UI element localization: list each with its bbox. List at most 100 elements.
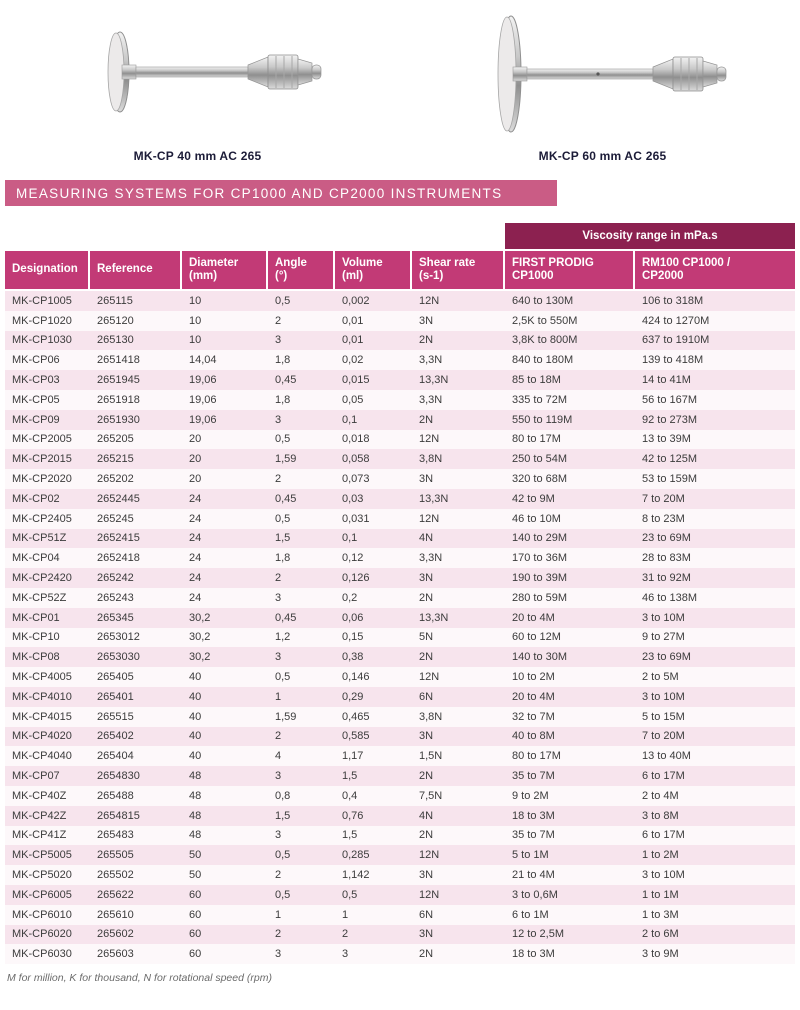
column-header: Shear rate (s-1) xyxy=(412,251,505,291)
table-cell: 250 to 54M xyxy=(512,453,568,466)
table-cell: MK-CP6005 xyxy=(12,888,72,901)
table-cell: 14,04 xyxy=(189,354,217,367)
table-cell: 9 to 27M xyxy=(642,631,685,644)
table-cell: 10 xyxy=(189,314,202,327)
table-cell: 0,15 xyxy=(342,631,364,644)
table-cell: 20 xyxy=(189,433,202,446)
table-cell: 280 to 59M xyxy=(512,591,568,604)
table-cell: 265622 xyxy=(97,888,134,901)
table-cell: 12N xyxy=(419,849,440,862)
table-cell: 21 to 4M xyxy=(512,869,555,881)
table-cell: 40 xyxy=(189,671,202,684)
table-cell: 1 to 1M xyxy=(642,888,679,901)
table-cell: 3N xyxy=(419,928,434,941)
table-row: MK-CP51Z 2652415 24 1,5 0,1 4N 140 to 29M 23 to… xyxy=(5,528,796,549)
table-cell: 50 xyxy=(189,869,202,881)
table-cell: 3N xyxy=(419,314,434,327)
product-image-40mm xyxy=(107,31,321,113)
table-cell: MK-CP06 xyxy=(12,354,60,367)
table-cell: 28 to 83M xyxy=(642,552,691,565)
table-cell: 0,45 xyxy=(275,374,297,387)
table-row: MK-CP6005 265622 60 0,5 0,5 12N 3 to 0,6M 1 to … xyxy=(5,884,796,905)
table-cell: MK-CP1005 xyxy=(12,294,72,307)
spindle-shaft xyxy=(512,66,653,82)
table-cell: MK-CP42Z xyxy=(12,809,67,822)
table-cell: 2 xyxy=(275,473,282,486)
table-cell: 0,031 xyxy=(342,512,370,525)
table-cell: 7 to 20M xyxy=(642,492,685,505)
table-cell: 265120 xyxy=(97,314,134,327)
table-cell: 265130 xyxy=(97,334,134,347)
table-cell: 48 xyxy=(189,829,202,842)
table-body: MK-CP1005 265115 10 0,5 0,002 12N 640 to 130M 1… xyxy=(5,291,796,965)
table-cell: 0,45 xyxy=(275,492,297,505)
table-cell: 265405 xyxy=(97,671,134,684)
table-cell: 24 xyxy=(189,552,202,565)
table-cell: 5 to 15M xyxy=(642,710,685,723)
table-cell: 3 to 0,6M xyxy=(512,888,558,901)
table-cell: 3 to 10M xyxy=(642,611,685,624)
table-cell: MK-CP09 xyxy=(12,413,60,426)
table-cell: 8 to 23M xyxy=(642,512,685,525)
table-cell: 2N xyxy=(419,770,434,783)
table-cell: 0,01 xyxy=(342,334,364,347)
table-cell: 265515 xyxy=(97,710,134,723)
table-cell: 6 to 1M xyxy=(512,908,549,921)
table-cell: 170 to 36M xyxy=(512,552,568,565)
table-cell: 35 to 7M xyxy=(512,829,555,842)
table-cell: 0,03 xyxy=(342,492,364,505)
product-caption: MK-CP 60 mm AC 265 xyxy=(538,149,667,163)
table-cell: MK-CP6020 xyxy=(12,928,72,941)
table-cell: 2 xyxy=(275,928,282,941)
table-cell: MK-CP1020 xyxy=(12,314,72,327)
table-row: MK-CP4015 265515 40 1,59 0,465 3,8N 32 to 7M 5 … xyxy=(5,706,796,727)
table-cell: 1,2 xyxy=(275,631,291,644)
table-cell: 637 to 1910M xyxy=(642,334,710,347)
table-cell: 1,8 xyxy=(275,552,291,565)
table-cell: 85 to 18M xyxy=(512,374,561,387)
table-cell: MK-CP2005 xyxy=(12,433,72,446)
table-cell: 13 to 39M xyxy=(642,433,691,446)
table-cell: 42 to 9M xyxy=(512,492,555,505)
table-cell: 7 to 20M xyxy=(642,730,685,743)
table-cell: 1 xyxy=(342,908,349,921)
table-cell: 1,8 xyxy=(275,354,291,367)
table-cell: 2 to 4M xyxy=(642,789,679,802)
table-cell: 0,002 xyxy=(342,294,370,307)
table-cell: 23 to 69M xyxy=(642,651,691,664)
table-cell: 1,5 xyxy=(275,532,291,545)
table-cell: 19,06 xyxy=(189,374,217,387)
table-cell: MK-CP41Z xyxy=(12,829,67,842)
product-image-60mm xyxy=(497,15,726,133)
table-cell: 0,126 xyxy=(342,572,370,585)
table-cell: 0,018 xyxy=(342,433,370,446)
table-cell: MK-CP5020 xyxy=(12,869,72,881)
table-cell: 40 xyxy=(189,750,202,763)
column-header: RM100 CP1000 /CP2000 xyxy=(635,251,796,291)
table-cell: 4N xyxy=(419,532,434,545)
table-cell: 2,5K to 550M xyxy=(512,314,578,327)
table-cell: 0,5 xyxy=(275,849,291,862)
table-cell: 13,3N xyxy=(419,492,449,505)
table-cell: MK-CP4040 xyxy=(12,750,72,763)
table-row: MK-CP4005 265405 40 0,5 0,146 12N 10 to 2M 2 to… xyxy=(5,667,796,687)
shaft-hole xyxy=(595,72,600,76)
table-cell: 3 xyxy=(275,334,282,347)
table-cell: 265488 xyxy=(97,789,134,802)
table-cell: 0,29 xyxy=(342,690,364,703)
table-row: MK-CP6010 265610 60 1 1 6N 6 to 1M 1 to 3M xyxy=(5,904,796,925)
table-cell: 0,5 xyxy=(275,888,291,901)
table-cell: 0,015 xyxy=(342,374,370,387)
table-cell: 4N xyxy=(419,809,434,822)
table-cell: 2653030 xyxy=(97,651,140,664)
section-title-banner: MEASURING SYSTEMS FOR CP1000 AND CP2000 … xyxy=(5,180,557,206)
table-cell: 1,5 xyxy=(342,770,358,783)
table-cell: 0,05 xyxy=(342,393,364,406)
table-row: MK-CP2420 265242 24 2 0,126 3N 190 to 39M 31 to… xyxy=(5,568,796,588)
table-cell: MK-CP4005 xyxy=(12,671,72,684)
table-cell: 5N xyxy=(419,631,434,644)
product-figure-60mm: MK-CP 60 mm AC 265 xyxy=(453,10,753,166)
table-cell: 1,5N xyxy=(419,750,443,763)
table-cell: 9 to 2M xyxy=(512,789,549,802)
table-row: MK-CP1005 265115 10 0,5 0,002 12N 640 to 130M 1… xyxy=(5,291,796,311)
